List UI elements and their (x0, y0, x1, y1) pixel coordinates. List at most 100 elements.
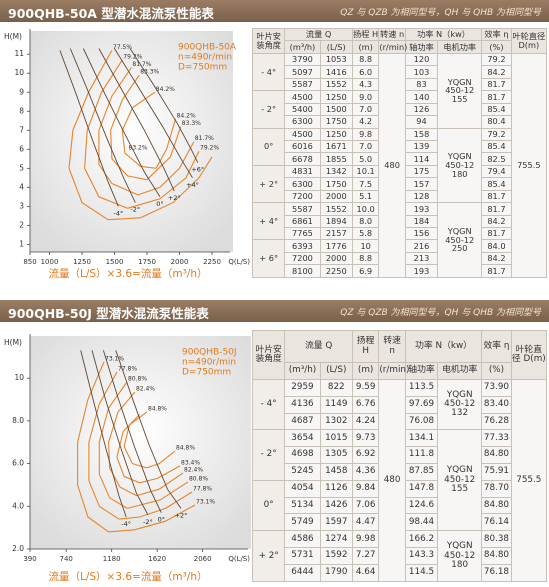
data-cell: 1416 (319, 65, 353, 79)
data-cell: 81.7 (481, 77, 512, 92)
header-cell: 轴功率 (404, 40, 439, 54)
x-axis-label: Q(L/S) (228, 258, 250, 266)
y-axis-label: H(M) (4, 32, 22, 41)
data-cell: 120 (404, 52, 439, 67)
header-cell: (L/S) (319, 40, 353, 54)
motor-line: 155 (451, 93, 468, 104)
y-tick-label: 6 (19, 144, 24, 153)
data-cell: 1776 (319, 239, 353, 253)
data-cell: 4687 (284, 412, 321, 431)
data-cell: 7200 (284, 251, 321, 266)
pump-spec: n=490r/min (178, 53, 232, 63)
motor-line: 155 (451, 483, 469, 494)
data-cell: 7.0 (351, 139, 380, 154)
data-cell: 82.5 (481, 152, 512, 166)
data-cell: 4500 (284, 90, 321, 104)
angle-cell: 0° (251, 127, 286, 166)
efficiency-label: 83.2% (129, 145, 148, 152)
data-cell: 8.8 (351, 251, 380, 266)
efficiency-curve (68, 50, 213, 221)
data-cell: 5.0 (351, 152, 380, 166)
data-cell: 84.80 (481, 547, 512, 565)
efficiency-curve (88, 371, 120, 520)
data-cell: 4831 (284, 164, 321, 179)
data-row: 5245 1458 4.36 87.85 75.91 (253, 463, 547, 481)
data-cell: 111.8 (404, 446, 439, 464)
header-row: 叶片安装角度 流量 Q 扬程 H 转速 n 功率 N（kw） 效率 η 叶轮直径 D(m) (251, 27, 548, 54)
angle-cell: - 4° (251, 378, 286, 431)
x-tick-label: 2060 (194, 555, 212, 563)
x-tick-label: 2250 (203, 258, 221, 266)
header-cell: 功率 N（kw） (404, 329, 483, 364)
data-cell: 4500 (284, 127, 321, 141)
chart: 1 2 3 4 5 6 7 8 9 10 11 850 1000 1250 1500 1750 2000 2250… (4, 29, 250, 280)
data-cell: 6.9 (351, 264, 380, 278)
efficiency-label: 77.5% (113, 44, 132, 51)
x-tick-label: 1180 (103, 555, 121, 563)
data-row: + 6° 6393 1776 10 216 84.0 (251, 239, 547, 278)
data-cell: 2000 (319, 251, 353, 266)
blade-angle-label: 0° (158, 516, 165, 524)
data-cell: 1458 (319, 463, 353, 481)
data-cell: 1126 (319, 479, 353, 498)
blade-angle-label: -2° (130, 206, 140, 214)
efficiency-label: 84.8% (148, 405, 167, 412)
x-tick-label: 850 (23, 258, 36, 266)
header-cell: (m) (351, 362, 380, 380)
blade-angle-curve (80, 350, 127, 518)
efficiency-label: 81.7% (132, 61, 151, 68)
y-tick-label: 6.0 (12, 459, 24, 468)
efficiency-curve (123, 411, 148, 469)
data-cell: 9.73 (351, 429, 380, 448)
header-row: 叶片安装角度 流量 Q 扬程 H 转速 n 功率 N（kw） 效率 η 叶轮直径 D(m) (251, 329, 548, 380)
efficiency-label: 83.3% (182, 120, 201, 127)
efficiency-label: 73.1% (105, 355, 124, 362)
data-row: 7765 2157 5.8 156 81.7 (253, 226, 547, 241)
efficiency-label: 77.8% (118, 365, 137, 372)
section-header: 900QHB-50J 型潜水混流泵性能表 QZ 与 QZB 为相同型号，QH 与… (0, 300, 549, 322)
data-cell: 81.7 (481, 202, 512, 216)
data-cell: 1250 (319, 90, 353, 104)
data-row: 4136 1149 6.76 97.69 83.40 (253, 395, 547, 414)
data-cell: 1305 (319, 446, 353, 464)
data-cell: 157 (404, 177, 439, 191)
data-row: 0° 4054 1126 9.84 147.8 78.70 (251, 479, 547, 532)
data-cell: 9.59 (351, 378, 380, 397)
table-wrap: 叶片安装角度 流量 Q 扬程 H 转速 n 功率 N（kw） 效率 η 叶轮直径 D(m)(… (251, 329, 548, 583)
data-cell: 1552 (319, 202, 353, 216)
data-cell: 5134 (284, 496, 321, 515)
y-tick-label: 7 (19, 125, 24, 134)
motor-line: 450-12 (444, 550, 476, 561)
y-tick-label: 11 (14, 49, 24, 58)
efficiency-label: 84.8% (176, 444, 195, 451)
blade-angle-label: 0° (156, 200, 163, 208)
data-cell: 6016 (284, 139, 321, 154)
data-cell: 216 (404, 239, 439, 253)
data-cell: 4136 (284, 395, 321, 414)
data-cell: 1149 (319, 395, 353, 414)
data-row: - 2° 3654 1015 9.73 134.1 YQGN 450-12 155 77.33 (251, 429, 547, 532)
data-cell: 139 (404, 139, 439, 154)
data-cell: 1750 (319, 177, 353, 191)
data-cell: 1790 (319, 563, 353, 583)
data-cell: 81.7 (481, 90, 512, 104)
motor-line: YQGN (447, 76, 472, 87)
data-cell: 1671 (319, 139, 353, 154)
data-cell: 84.2 (481, 214, 512, 229)
section-title: 900QHB-50A 型潜水混流泵性能表 (8, 6, 214, 21)
motor-line: 180 (451, 559, 469, 570)
data-cell: 84.2 (481, 65, 512, 79)
data-row: 4698 1305 6.92 111.8 84.80 (253, 446, 547, 464)
angle-cell: - 2° (251, 90, 286, 129)
data-cell: 175 (404, 164, 439, 179)
x-tick-label: 1500 (106, 258, 124, 266)
y-tick-label: 2.0 (12, 544, 24, 553)
data-cell: 1592 (319, 547, 353, 565)
data-row: 6300 1750 7.5 157 85.4 (253, 177, 547, 191)
flow-formula: 流量（L/S）×3.6=流量（m³/h） (49, 267, 208, 280)
data-cell: 5587 (284, 77, 321, 92)
data-row: 4687 1302 4.24 76.08 76.28 (253, 412, 547, 431)
data-cell: 124.6 (404, 496, 439, 515)
angle-cell: + 4° (251, 202, 286, 241)
data-cell: 1750 (319, 115, 353, 129)
